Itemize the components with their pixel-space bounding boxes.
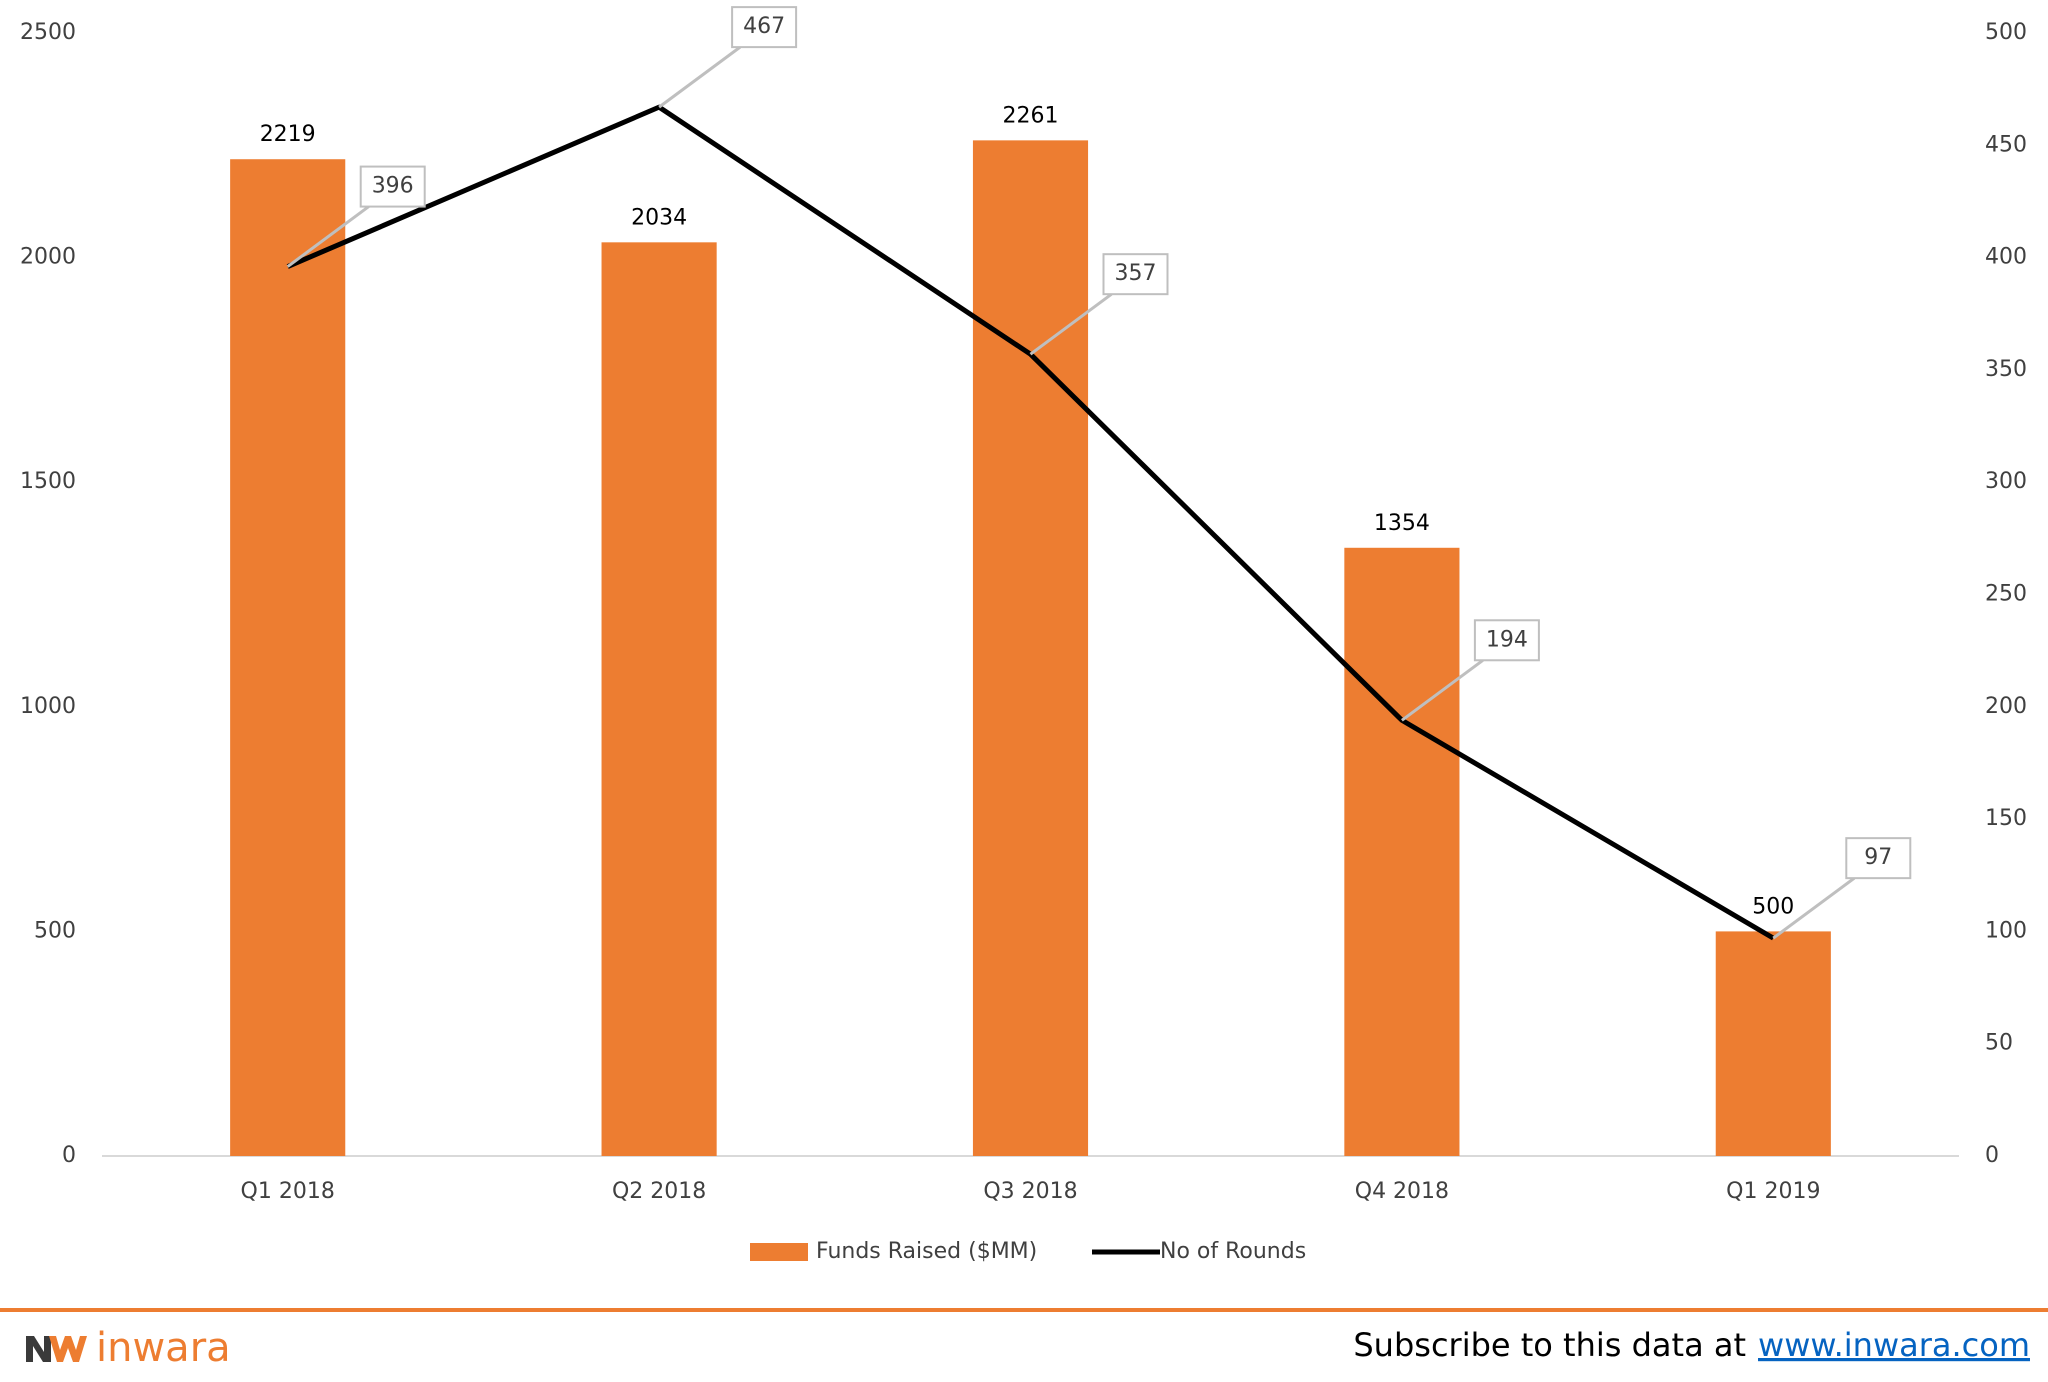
x-tick-label: Q1 2019 [1726, 1179, 1820, 1204]
bar-value-label: 1354 [1374, 511, 1430, 536]
bar-value-label: 2219 [260, 122, 316, 147]
bar [1344, 547, 1460, 1156]
x-tick-label: Q1 2018 [241, 1179, 335, 1204]
y-tick-label: 2500 [20, 20, 76, 45]
callout-box [1473, 619, 1540, 662]
footer-link[interactable]: www.inwara.com [1758, 1326, 2030, 1364]
bar [601, 242, 717, 1156]
y-tick-label: 1500 [20, 469, 76, 494]
callout-box [1102, 253, 1169, 296]
x-tick-label: Q2 2018 [612, 1179, 706, 1204]
legend-label: No of Rounds [1160, 1239, 1306, 1264]
callout-box [359, 165, 426, 208]
y-tick-label: 500 [34, 918, 76, 943]
y2-tick-label: 50 [1985, 1031, 2013, 1056]
y2-tick-label: 400 [1985, 245, 2027, 270]
legend-swatch [750, 1243, 808, 1261]
y2-tick-label: 450 [1985, 132, 2027, 157]
bar [972, 140, 1089, 1157]
y2-tick-label: 150 [1985, 806, 2027, 831]
x-tick-label: Q4 2018 [1355, 1179, 1449, 1204]
callout-leader [658, 45, 741, 109]
callout-box [731, 6, 798, 49]
bar [1715, 931, 1831, 1156]
footer-text: Subscribe to this data at www.inwara.com [1353, 1326, 2030, 1364]
x-tick-label: Q3 2018 [983, 1179, 1077, 1204]
callout-leader [1029, 292, 1113, 356]
y-tick-label: 1000 [20, 694, 76, 719]
y-tick-label: 2000 [20, 245, 76, 270]
bar-value-label: 500 [1752, 894, 1794, 919]
logo-icon [26, 1336, 87, 1362]
line-value-label: 357 [1115, 261, 1157, 286]
line-value-label: 194 [1486, 627, 1528, 652]
y2-tick-label: 300 [1985, 469, 2027, 494]
y2-tick-label: 0 [1985, 1143, 1999, 1168]
bar [230, 159, 346, 1156]
y2-tick-label: 250 [1985, 582, 2027, 607]
brand: inwara [96, 1325, 231, 1371]
y2-tick-label: 200 [1985, 694, 2027, 719]
line-value-label: 97 [1864, 845, 1892, 870]
y2-tick-label: 100 [1985, 918, 2027, 943]
callout-box [1845, 837, 1912, 880]
y2-tick-label: 500 [1985, 20, 2027, 45]
bar-value-label: 2034 [631, 205, 687, 230]
line-value-label: 467 [743, 14, 785, 39]
callout-leader [286, 205, 370, 268]
footer-label: Subscribe to this data at [1353, 1326, 1746, 1364]
bar-value-label: 2261 [1003, 103, 1059, 128]
callout-leader [1401, 659, 1484, 722]
y-tick-label: 0 [62, 1143, 76, 1168]
legend-label: Funds Raised ($MM) [816, 1239, 1037, 1264]
y2-tick-label: 350 [1985, 357, 2027, 382]
callout-leader [1772, 876, 1856, 940]
line-value-label: 396 [372, 174, 414, 199]
